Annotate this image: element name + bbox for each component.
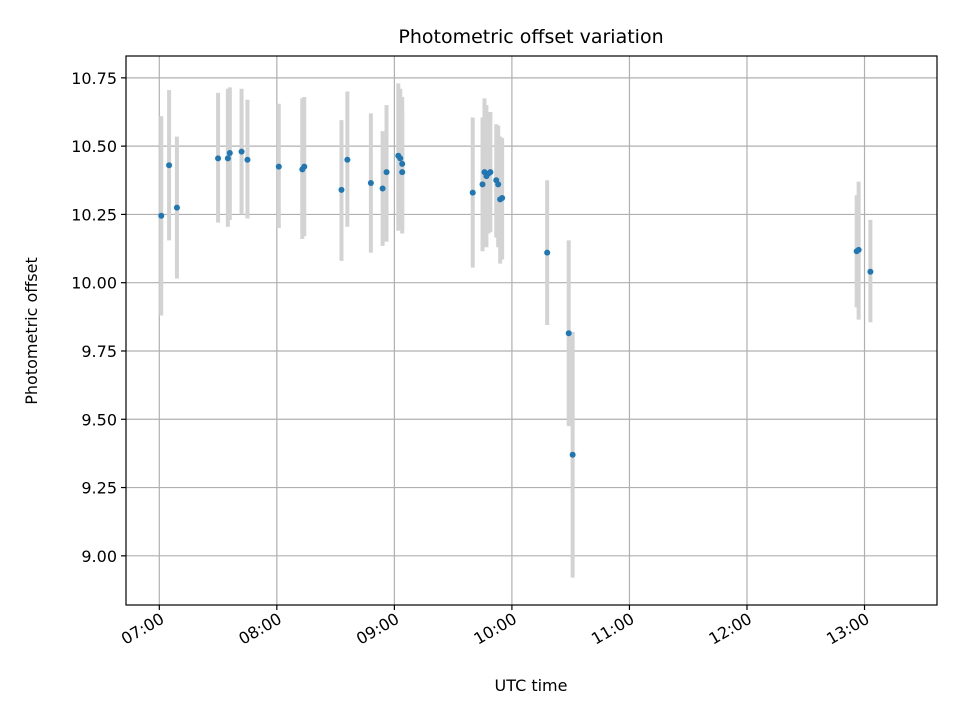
data-point bbox=[383, 169, 390, 176]
data-point bbox=[399, 169, 406, 176]
data-point bbox=[224, 155, 231, 162]
data-point bbox=[173, 204, 180, 211]
data-point bbox=[487, 169, 494, 176]
data-point bbox=[397, 155, 404, 162]
data-point bbox=[379, 185, 386, 192]
data-point bbox=[544, 249, 551, 256]
data-point bbox=[495, 181, 502, 188]
chart-title: Photometric offset variation bbox=[398, 26, 663, 48]
y-axis-ticks: 9.00 9.25 9.50 9.75 10.00 10.25 10.50 10.75 bbox=[71, 69, 126, 566]
y-axis-title: Photometric offset bbox=[22, 257, 41, 405]
y-tick-label: 9.75 bbox=[81, 342, 117, 361]
data-point bbox=[338, 186, 345, 193]
y-tick-label: 10.00 bbox=[71, 274, 117, 293]
data-point bbox=[301, 163, 308, 170]
data-point bbox=[244, 156, 251, 163]
data-point bbox=[215, 155, 222, 162]
data-point bbox=[226, 149, 233, 156]
data-point bbox=[367, 180, 374, 187]
y-tick-label: 10.50 bbox=[71, 137, 117, 156]
data-point bbox=[569, 451, 576, 458]
data-point bbox=[479, 181, 486, 188]
data-point bbox=[166, 162, 173, 169]
data-point bbox=[275, 163, 282, 170]
data-point bbox=[855, 246, 862, 253]
x-axis-title: UTC time bbox=[495, 676, 568, 695]
y-tick-label: 10.25 bbox=[71, 205, 117, 224]
data-point bbox=[499, 195, 506, 202]
y-tick-label: 9.25 bbox=[81, 479, 117, 498]
data-point bbox=[469, 189, 476, 196]
grid bbox=[126, 56, 937, 605]
data-point bbox=[565, 330, 572, 337]
y-tick-label: 9.50 bbox=[81, 410, 117, 429]
y-tick-label: 9.00 bbox=[81, 547, 117, 566]
data-point bbox=[399, 160, 406, 167]
plot-frame bbox=[125, 55, 938, 606]
data-points bbox=[158, 148, 874, 458]
data-point bbox=[344, 156, 351, 163]
data-point bbox=[158, 212, 165, 219]
data-point bbox=[238, 148, 245, 155]
y-tick-label: 10.75 bbox=[71, 69, 117, 88]
data-point bbox=[867, 268, 874, 275]
